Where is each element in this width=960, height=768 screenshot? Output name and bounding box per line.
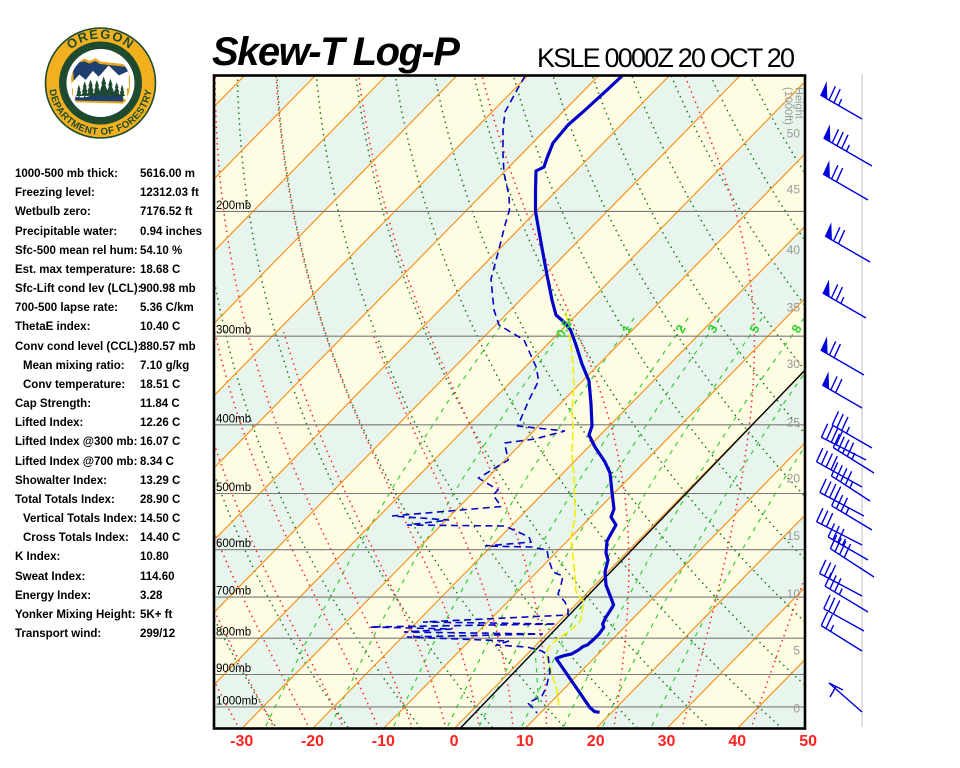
svg-text:800mb: 800mb bbox=[216, 627, 251, 639]
svg-text:20: 20 bbox=[787, 472, 801, 486]
svg-text:50: 50 bbox=[799, 733, 817, 750]
svg-text:40: 40 bbox=[728, 733, 746, 750]
svg-text:15: 15 bbox=[787, 529, 801, 543]
svg-text:45: 45 bbox=[787, 182, 801, 196]
svg-text:35: 35 bbox=[787, 300, 801, 314]
svg-text:500mb: 500mb bbox=[216, 482, 251, 494]
svg-text:900mb: 900mb bbox=[216, 663, 251, 675]
svg-text:20: 20 bbox=[587, 733, 605, 750]
svg-text:300mb: 300mb bbox=[216, 325, 251, 337]
svg-text:10: 10 bbox=[516, 733, 534, 750]
svg-text:30: 30 bbox=[787, 357, 801, 371]
svg-text:200mb: 200mb bbox=[216, 200, 251, 212]
svg-text:50: 50 bbox=[787, 127, 801, 141]
svg-text:Height: Height bbox=[793, 87, 805, 119]
svg-text:1000mb: 1000mb bbox=[216, 695, 258, 707]
svg-text:10: 10 bbox=[787, 587, 801, 601]
svg-text:40: 40 bbox=[787, 243, 801, 257]
svg-text:25: 25 bbox=[787, 416, 801, 430]
svg-text:-20: -20 bbox=[301, 733, 324, 750]
svg-text:400mb: 400mb bbox=[216, 413, 251, 425]
svg-text:(1000ft): (1000ft) bbox=[782, 87, 794, 125]
svg-text:5: 5 bbox=[793, 644, 800, 658]
svg-text:0: 0 bbox=[450, 733, 459, 750]
svg-text:700mb: 700mb bbox=[216, 586, 251, 598]
svg-text:-10: -10 bbox=[372, 733, 395, 750]
svg-text:30: 30 bbox=[658, 733, 676, 750]
svg-text:0: 0 bbox=[793, 702, 800, 716]
svg-text:-30: -30 bbox=[230, 733, 253, 750]
svg-text:600mb: 600mb bbox=[216, 538, 251, 550]
